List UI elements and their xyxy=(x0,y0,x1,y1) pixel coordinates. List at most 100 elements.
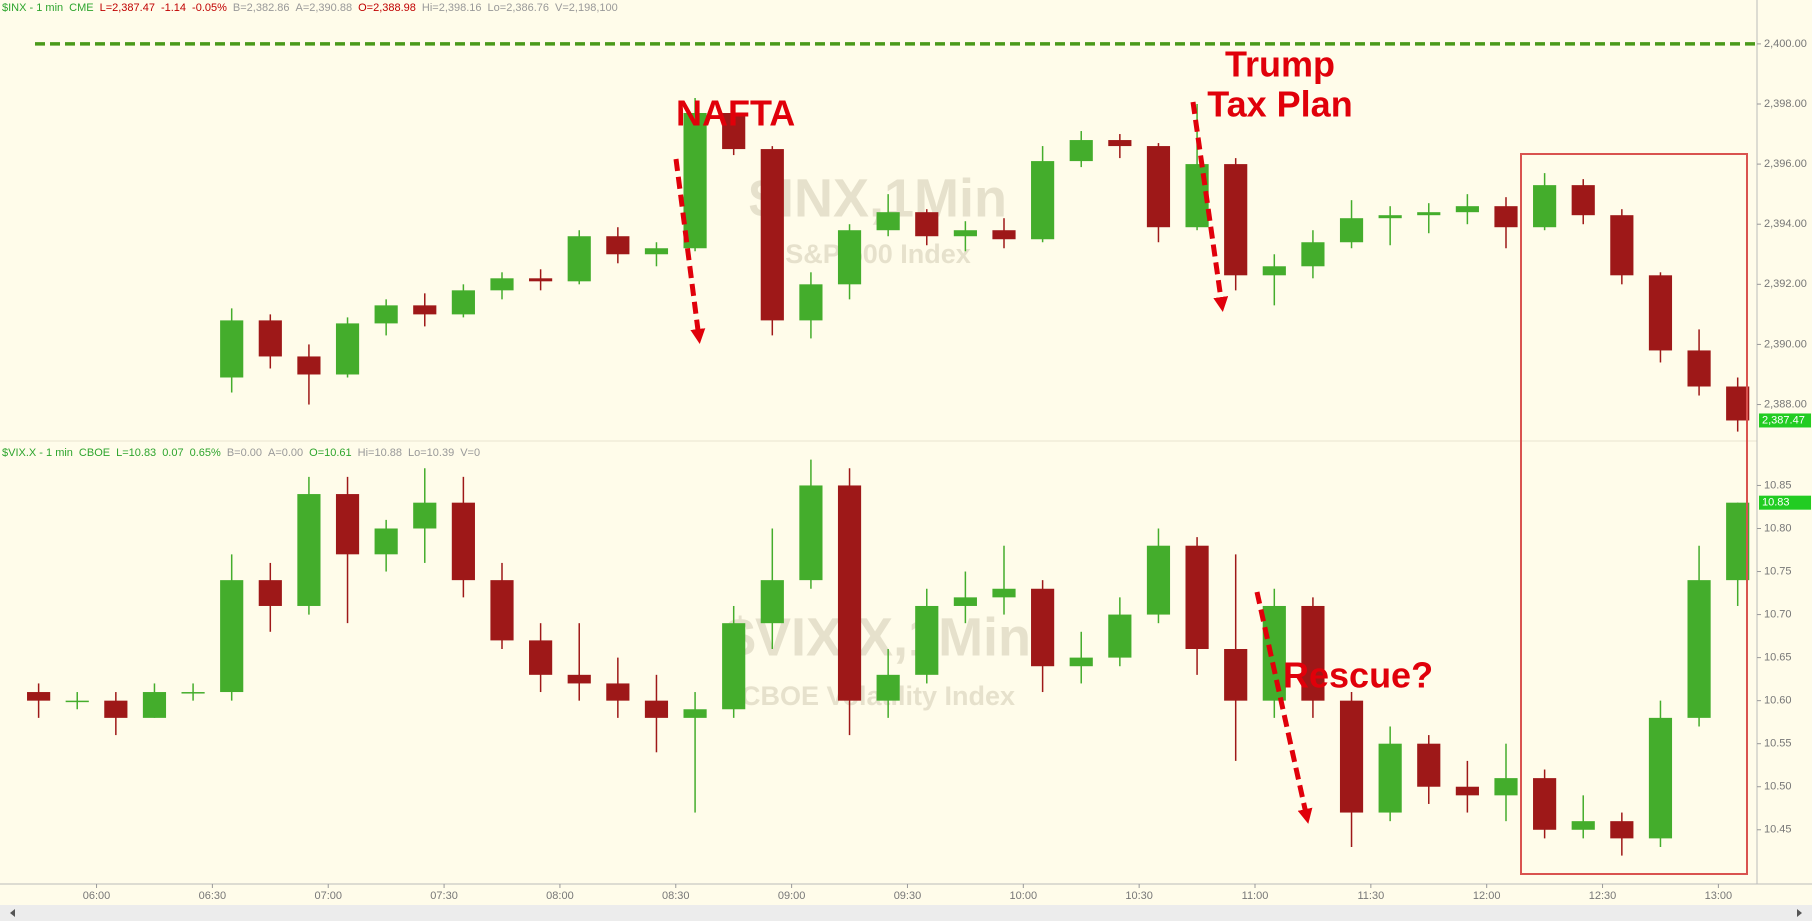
candle-body xyxy=(683,709,707,718)
candle-body xyxy=(992,230,1016,240)
header-item: L=10.83 xyxy=(116,447,156,459)
candle-body xyxy=(1494,206,1518,228)
candle-body xyxy=(915,605,939,675)
candle-body xyxy=(683,113,707,249)
candle-body xyxy=(1417,212,1441,216)
y-tick-label: 2,400.00 xyxy=(1764,38,1807,50)
y-tick-label: 10.45 xyxy=(1764,824,1792,836)
candle-body xyxy=(760,580,784,624)
candle-body xyxy=(1610,215,1634,276)
candle-body xyxy=(1687,580,1711,718)
candle-body xyxy=(1533,778,1557,830)
candle-body xyxy=(1339,218,1364,243)
candle-body xyxy=(606,683,630,701)
candle-body xyxy=(1262,266,1286,276)
x-tick-label: 13:00 xyxy=(1705,890,1733,902)
header-item: Lo=10.39 xyxy=(408,447,454,459)
header-item: B=0.00 xyxy=(227,447,262,459)
candle-body xyxy=(413,305,437,315)
x-tick-label: 08:00 xyxy=(546,890,574,902)
candle-body xyxy=(413,502,437,529)
last-value-label: 10.83 xyxy=(1762,497,1790,509)
y-tick-label: 10.75 xyxy=(1764,565,1792,577)
x-tick-label: 06:00 xyxy=(83,890,111,902)
x-tick-label: 11:30 xyxy=(1357,890,1384,902)
candle-body xyxy=(953,597,977,606)
candle-body xyxy=(65,700,89,703)
candle-body xyxy=(529,640,553,675)
y-tick-label: 2,388.00 xyxy=(1764,398,1807,410)
candle-body xyxy=(722,623,746,710)
y-tick-label: 10.70 xyxy=(1764,608,1792,620)
candle-body xyxy=(220,320,244,378)
candle-body xyxy=(1417,743,1441,787)
annotation: Rescue? xyxy=(1283,655,1433,696)
scroll-right[interactable] xyxy=(1797,909,1802,917)
x-tick-label: 08:30 xyxy=(662,890,690,902)
candle-body xyxy=(529,278,553,282)
arrow xyxy=(673,158,706,344)
candle-body xyxy=(1108,140,1132,147)
header-item: CBOE xyxy=(79,447,110,459)
scroll-left[interactable] xyxy=(10,909,15,917)
candle-body xyxy=(142,692,167,718)
candle-body xyxy=(1224,164,1248,276)
candle-body xyxy=(335,323,360,375)
candle-body xyxy=(644,248,669,255)
arrow xyxy=(1190,101,1229,312)
header: $INX - 1 min CME L=2,387.47 -1.14 -0.05% B=2,… xyxy=(2,2,618,14)
x-tick-label: 07:30 xyxy=(430,890,458,902)
candle-body xyxy=(1031,588,1055,667)
y-tick-label: 2,392.00 xyxy=(1764,278,1807,290)
header-item: -0.05% xyxy=(192,2,227,14)
candle-body xyxy=(799,485,823,581)
candle-body xyxy=(799,284,823,321)
candle-body xyxy=(1726,502,1750,581)
candle-body xyxy=(567,236,591,282)
y-tick-label: 10.85 xyxy=(1764,479,1792,491)
y-tick-label: 10.60 xyxy=(1764,695,1792,707)
candle-body xyxy=(1069,140,1093,162)
x-tick-label: 12:30 xyxy=(1589,890,1617,902)
candle-body xyxy=(567,674,591,684)
candle-body xyxy=(1069,657,1093,667)
header-item: $VIX.X - 1 min xyxy=(2,447,73,459)
candle-body xyxy=(876,674,900,701)
candle-body xyxy=(1339,700,1364,813)
y-tick-label: 2,394.00 xyxy=(1764,218,1807,230)
candle-body xyxy=(335,494,360,555)
header-item: O=2,388.98 xyxy=(358,2,416,14)
candle-body xyxy=(606,236,630,255)
watermark-subtitle: S&P 500 Index xyxy=(785,239,971,269)
candle-body xyxy=(1378,215,1402,219)
header-item: B=2,382.86 xyxy=(233,2,290,14)
candle-body xyxy=(1455,786,1479,796)
candle-body xyxy=(760,149,784,321)
x-tick-label: 09:00 xyxy=(778,890,806,902)
candle-body xyxy=(1571,821,1595,830)
candle-body xyxy=(1610,821,1634,839)
x-tick-label: 07:00 xyxy=(314,890,342,902)
candle-body xyxy=(1494,778,1518,796)
y-tick-label: 10.55 xyxy=(1764,738,1792,750)
candle-body xyxy=(1262,605,1286,701)
candle-body xyxy=(1108,614,1132,658)
candle-body xyxy=(876,212,900,231)
candle-body xyxy=(722,113,746,150)
header-item: 0.07 xyxy=(162,447,183,459)
candle-body xyxy=(1146,545,1171,615)
candle-body xyxy=(1687,350,1711,387)
y-tick-label: 10.65 xyxy=(1764,652,1792,664)
candle-body xyxy=(1648,275,1673,351)
scrollbar[interactable] xyxy=(0,905,1812,921)
x-tick-label: 06:30 xyxy=(199,890,227,902)
candle-body xyxy=(490,278,514,291)
y-tick-label: 2,390.00 xyxy=(1764,338,1807,350)
candle-body xyxy=(1726,386,1750,421)
annotation: NAFTA xyxy=(676,93,795,134)
candle-body xyxy=(1648,717,1673,839)
header-item: CME xyxy=(69,2,93,14)
